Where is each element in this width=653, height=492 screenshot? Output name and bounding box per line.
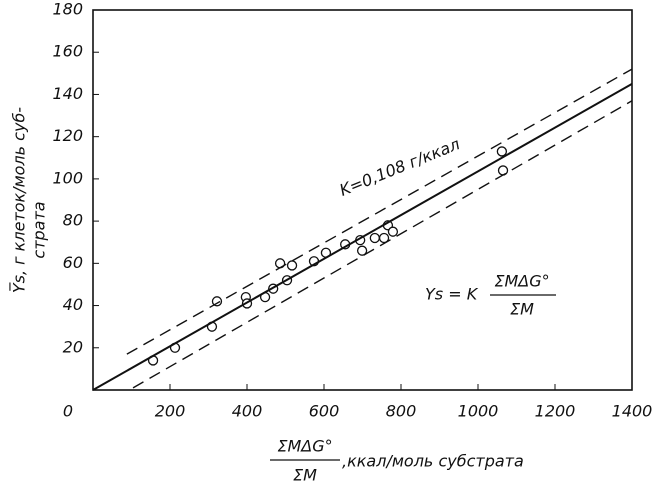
origin-label: 0: [63, 402, 73, 421]
x-tick-label: 1200: [535, 402, 576, 421]
x-tick-label: 1400: [612, 402, 653, 421]
y-axis-label: Y̅s, г клеток/моль суб- страта: [10, 107, 49, 293]
data-point: [378, 232, 390, 244]
data-point: [356, 245, 368, 256]
data-point: [496, 146, 508, 157]
data-point: [387, 226, 399, 237]
y-tick-label: 120: [52, 126, 83, 145]
x-tick-label: 600: [309, 402, 340, 421]
data-point: [497, 165, 509, 176]
x-label-denominator: ΣM: [293, 466, 317, 485]
confidence-line: [132, 100, 633, 389]
x-tick-label: 400: [232, 402, 263, 421]
data-point: [286, 260, 298, 271]
x-label-unit: ,ккал/моль субстрата: [342, 452, 524, 471]
y-tick-label: 140: [52, 84, 83, 103]
y-tick-label: 160: [52, 42, 83, 61]
y-label-line: Y̅s, г клеток/моль суб-: [10, 107, 29, 293]
x-label-numerator: ΣMΔG°: [277, 437, 332, 456]
x-tick-label: 200: [155, 402, 186, 421]
data-point: [211, 296, 223, 307]
x-tick-label: 1000: [458, 402, 499, 421]
x-tick-label: 800: [386, 402, 417, 421]
plot-frame: [92, 9, 633, 391]
data-point: [369, 232, 380, 244]
y-label-line: страта: [30, 201, 49, 258]
y-tick-label: 80: [63, 211, 83, 230]
y-tick-label: 20: [63, 337, 83, 356]
y-tick-label: 60: [63, 253, 83, 272]
formula-denominator: ΣM: [510, 300, 534, 319]
y-tick-label: 180: [52, 0, 83, 19]
y-tick-label: 100: [52, 168, 83, 187]
y-tick-label: 40: [63, 295, 83, 314]
confidence-line: [126, 68, 633, 355]
fit-line: [92, 83, 633, 391]
formula-numerator: ΣMΔG°: [494, 272, 549, 291]
formula-left: Ys = K: [425, 285, 479, 304]
